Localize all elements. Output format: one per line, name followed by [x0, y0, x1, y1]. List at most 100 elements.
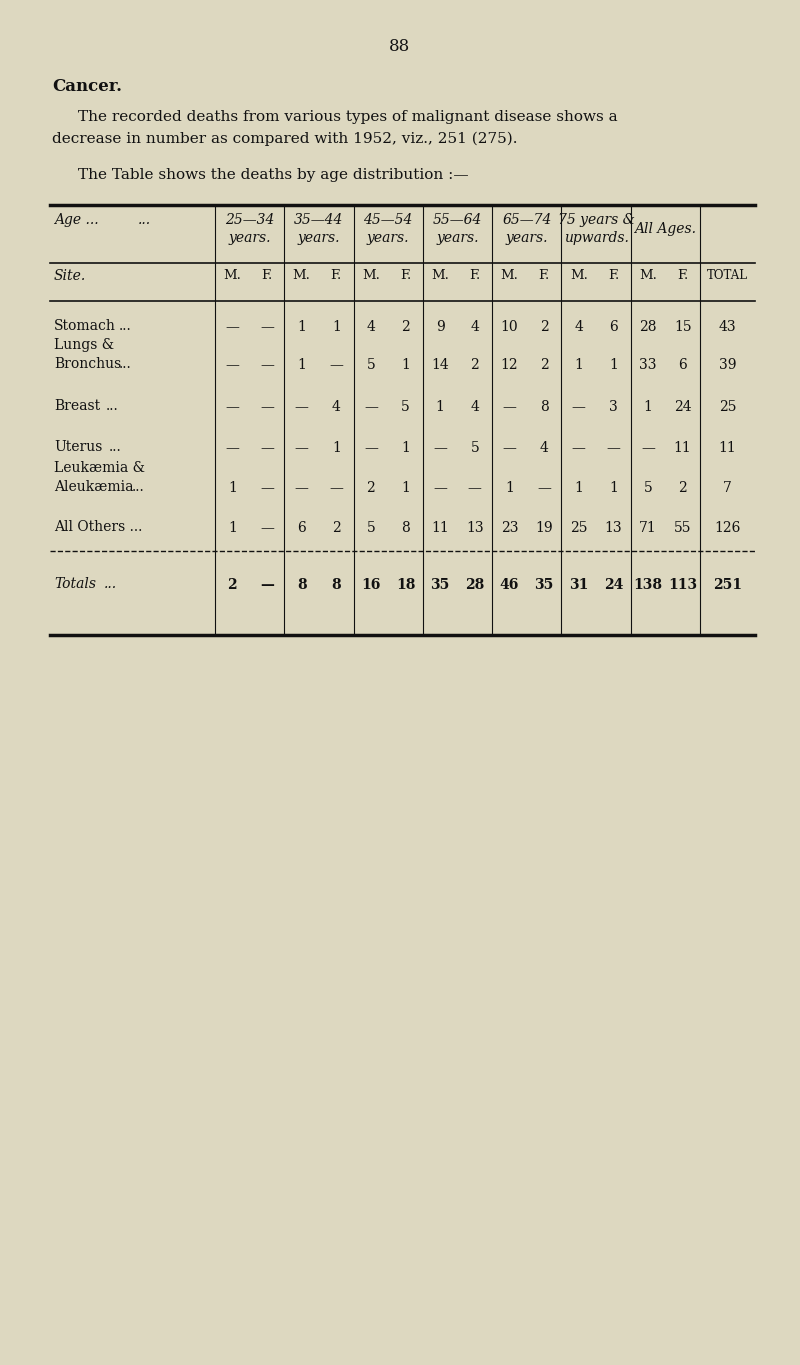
Text: 46: 46	[500, 577, 519, 592]
Text: 43: 43	[718, 319, 736, 334]
Text: —: —	[364, 441, 378, 455]
Text: 33: 33	[639, 358, 657, 373]
Text: F.: F.	[262, 269, 273, 283]
Text: 138: 138	[634, 577, 662, 592]
Text: 1: 1	[609, 358, 618, 373]
Text: 1: 1	[505, 480, 514, 495]
Text: 7: 7	[723, 480, 732, 495]
Text: 4: 4	[470, 319, 479, 334]
Text: —: —	[226, 441, 239, 455]
Text: 13: 13	[605, 521, 622, 535]
Text: —: —	[537, 480, 551, 495]
Text: F.: F.	[677, 269, 688, 283]
Text: years.: years.	[228, 231, 271, 244]
Text: Bronchus: Bronchus	[54, 358, 122, 371]
Text: 9: 9	[436, 319, 445, 334]
Text: 1: 1	[574, 358, 583, 373]
Text: years.: years.	[298, 231, 340, 244]
Text: 2: 2	[366, 480, 375, 495]
Text: 5: 5	[470, 441, 479, 455]
Text: years.: years.	[436, 231, 478, 244]
Text: 45—54: 45—54	[363, 213, 413, 227]
Text: 19: 19	[535, 521, 553, 535]
Text: The recorded deaths from various types of malignant disease shows a: The recorded deaths from various types o…	[78, 111, 618, 124]
Text: —: —	[260, 400, 274, 414]
Text: —: —	[294, 480, 309, 495]
Text: years.: years.	[506, 231, 548, 244]
Text: 65—74: 65—74	[502, 213, 551, 227]
Text: Stomach: Stomach	[54, 319, 116, 333]
Text: 25: 25	[718, 400, 736, 414]
Text: 4: 4	[540, 441, 549, 455]
Text: —: —	[502, 400, 517, 414]
Text: M.: M.	[639, 269, 657, 283]
Text: 1: 1	[609, 480, 618, 495]
Text: —: —	[502, 441, 517, 455]
Text: 5: 5	[644, 480, 653, 495]
Text: 24: 24	[604, 577, 623, 592]
Text: —: —	[330, 480, 343, 495]
Text: —: —	[260, 319, 274, 334]
Text: 25—34: 25—34	[225, 213, 274, 227]
Text: 1: 1	[228, 480, 237, 495]
Text: Breast: Breast	[54, 399, 100, 414]
Text: Leukæmia &: Leukæmia &	[54, 461, 145, 475]
Text: —: —	[260, 358, 274, 373]
Text: —: —	[641, 441, 655, 455]
Text: 75 years &: 75 years &	[558, 213, 634, 227]
Text: F.: F.	[330, 269, 342, 283]
Text: 14: 14	[431, 358, 449, 373]
Text: 2: 2	[540, 358, 549, 373]
Text: —: —	[468, 480, 482, 495]
Text: —: —	[260, 441, 274, 455]
Text: —: —	[294, 441, 309, 455]
Text: —: —	[606, 441, 620, 455]
Text: F.: F.	[538, 269, 550, 283]
Text: 1: 1	[332, 441, 341, 455]
Text: 25: 25	[570, 521, 587, 535]
Text: ...: ...	[132, 480, 145, 494]
Text: 2: 2	[470, 358, 479, 373]
Text: 2: 2	[540, 319, 549, 334]
Text: Age ...: Age ...	[54, 213, 98, 227]
Text: 5: 5	[401, 400, 410, 414]
Text: 1: 1	[436, 400, 445, 414]
Text: M.: M.	[501, 269, 518, 283]
Text: —: —	[330, 358, 343, 373]
Text: 16: 16	[362, 577, 381, 592]
Text: 15: 15	[674, 319, 691, 334]
Text: 1: 1	[643, 400, 653, 414]
Text: 4: 4	[332, 400, 341, 414]
Text: 8: 8	[297, 577, 306, 592]
Text: 1: 1	[401, 480, 410, 495]
Text: Aleukæmia: Aleukæmia	[54, 480, 134, 494]
Text: M.: M.	[570, 269, 588, 283]
Text: 8: 8	[540, 400, 549, 414]
Text: ...: ...	[109, 440, 122, 455]
Text: 2: 2	[401, 319, 410, 334]
Text: All Others ...: All Others ...	[54, 520, 142, 534]
Text: 113: 113	[668, 577, 698, 592]
Text: 31: 31	[569, 577, 589, 592]
Text: —: —	[434, 441, 447, 455]
Text: 35—44: 35—44	[294, 213, 344, 227]
Text: —: —	[226, 319, 239, 334]
Text: F.: F.	[400, 269, 411, 283]
Text: 4: 4	[574, 319, 583, 334]
Text: 8: 8	[401, 521, 410, 535]
Text: 1: 1	[401, 358, 410, 373]
Text: 23: 23	[501, 521, 518, 535]
Text: 35: 35	[430, 577, 450, 592]
Text: 88: 88	[390, 38, 410, 55]
Text: 5: 5	[366, 358, 375, 373]
Text: 11: 11	[431, 521, 449, 535]
Text: 2: 2	[678, 480, 687, 495]
Text: Site.: Site.	[54, 269, 86, 283]
Text: 24: 24	[674, 400, 691, 414]
Text: F.: F.	[469, 269, 481, 283]
Text: 55—64: 55—64	[433, 213, 482, 227]
Text: Uterus: Uterus	[54, 440, 102, 455]
Text: 126: 126	[714, 521, 741, 535]
Text: upwards.: upwards.	[564, 231, 629, 244]
Text: 18: 18	[396, 577, 415, 592]
